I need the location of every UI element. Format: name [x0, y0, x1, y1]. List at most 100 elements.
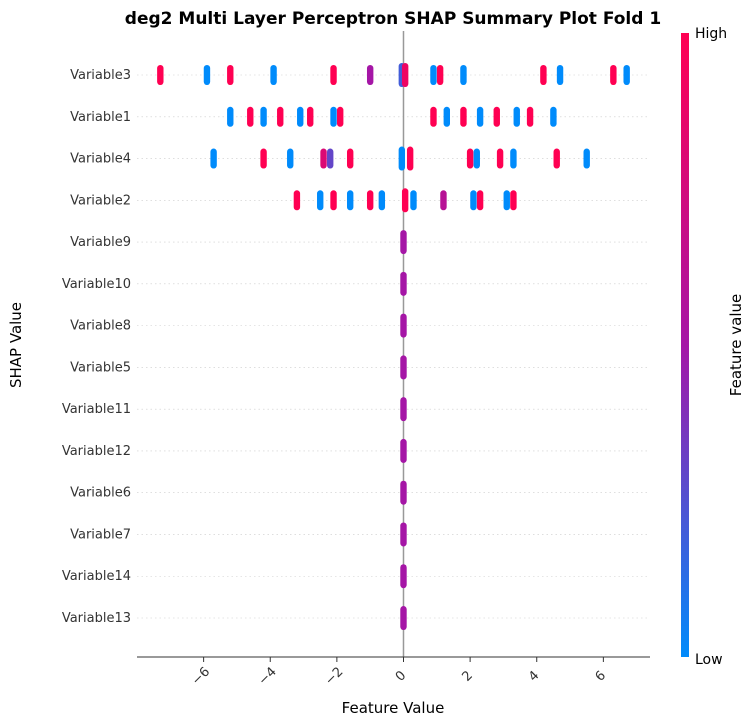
data-point	[293, 190, 301, 211]
data-point	[496, 148, 504, 169]
data-point	[443, 106, 450, 127]
data-point	[330, 65, 337, 85]
y-tick-label: Variable3	[70, 68, 131, 83]
data-point	[297, 106, 304, 127]
data-point	[317, 190, 324, 211]
data-point	[493, 106, 500, 127]
data-point	[203, 65, 211, 85]
x-tick-label: 2	[459, 668, 475, 684]
x-tick-label: 6	[593, 668, 609, 684]
y-tick-label: Variable11	[62, 402, 131, 417]
y-axis-label: SHAP Value	[7, 302, 25, 388]
data-point	[400, 438, 407, 463]
y-tick-label: Variable9	[70, 235, 131, 250]
data-point	[210, 148, 217, 169]
data-point	[440, 190, 447, 211]
data-point	[553, 148, 560, 169]
colorbar-label: Feature value	[727, 294, 745, 396]
y-tick-label: Variable6	[70, 486, 131, 501]
data-point	[277, 106, 284, 127]
data-point	[400, 355, 407, 380]
data-point	[510, 148, 517, 169]
colorbar-high-label: High	[695, 26, 727, 42]
data-point	[540, 65, 547, 85]
data-point	[400, 230, 407, 255]
y-tick-label: Variable12	[62, 444, 131, 459]
y-tick-label: Variable2	[70, 193, 131, 208]
data-point	[466, 148, 474, 169]
data-point	[473, 148, 480, 169]
data-point	[287, 148, 294, 169]
data-point	[406, 146, 414, 171]
data-point	[400, 606, 407, 631]
y-tick-label: Variable5	[70, 360, 131, 375]
data-point	[366, 65, 374, 85]
data-point	[460, 65, 467, 85]
data-point	[610, 65, 617, 85]
data-point	[400, 397, 407, 422]
data-point	[260, 148, 267, 169]
data-point	[400, 564, 407, 589]
colorbar	[681, 33, 689, 657]
data-point	[400, 480, 407, 505]
data-points	[157, 63, 630, 631]
grid-lines	[137, 74, 650, 619]
data-point	[436, 65, 444, 85]
data-point	[556, 65, 564, 85]
data-point	[330, 190, 337, 211]
data-point	[378, 190, 386, 211]
data-point	[430, 65, 437, 85]
data-point	[400, 522, 407, 547]
data-point	[337, 106, 344, 127]
data-point	[623, 65, 630, 85]
data-point	[526, 106, 534, 127]
data-point	[583, 148, 590, 169]
data-point	[476, 190, 484, 211]
y-tick-label: Variable1	[70, 110, 131, 125]
data-point	[247, 106, 254, 127]
data-point	[400, 313, 407, 338]
x-tick-label: 4	[526, 668, 542, 684]
data-point	[398, 146, 406, 171]
y-tick-label: Variable4	[70, 152, 131, 167]
data-point	[320, 148, 327, 169]
x-tick-label: −2	[322, 664, 346, 688]
data-point	[346, 190, 354, 211]
data-point	[476, 106, 484, 127]
data-point	[227, 106, 234, 127]
y-tick-label: Variable7	[70, 527, 131, 542]
y-tick-labels: Variable3 Variable1 Variable4 Variable2 Vari…	[62, 68, 131, 626]
data-point	[470, 190, 477, 211]
data-point	[401, 63, 409, 87]
data-point	[503, 190, 510, 211]
data-point	[330, 106, 337, 127]
data-point	[260, 106, 267, 127]
y-tick-label: Variable10	[62, 277, 131, 292]
data-point	[430, 106, 437, 127]
x-tick-label: −6	[189, 664, 213, 688]
x-tick-label: 0	[393, 668, 409, 684]
chart-title: deg2 Multi Layer Perceptron SHAP Summary…	[125, 9, 661, 29]
data-point	[513, 106, 520, 127]
data-point	[410, 190, 417, 211]
data-point	[157, 65, 164, 85]
y-tick-label: Variable14	[62, 569, 131, 584]
data-point	[307, 106, 314, 127]
data-point	[401, 188, 409, 213]
data-point	[400, 271, 407, 296]
data-point	[327, 148, 334, 169]
x-tick-label: −4	[256, 664, 280, 688]
data-point	[346, 148, 354, 169]
data-point	[270, 65, 277, 85]
data-point	[366, 190, 374, 211]
x-ticks: −6 −4 −2 0 2 4 6	[189, 657, 609, 689]
colorbar-low-label: Low	[695, 652, 723, 668]
data-point	[460, 106, 467, 127]
data-point	[510, 190, 517, 211]
x-axis-label: Feature Value	[342, 699, 445, 717]
data-point	[550, 106, 557, 127]
data-point	[227, 65, 234, 85]
y-tick-label: Variable8	[70, 319, 131, 334]
y-tick-label: Variable13	[62, 611, 131, 626]
